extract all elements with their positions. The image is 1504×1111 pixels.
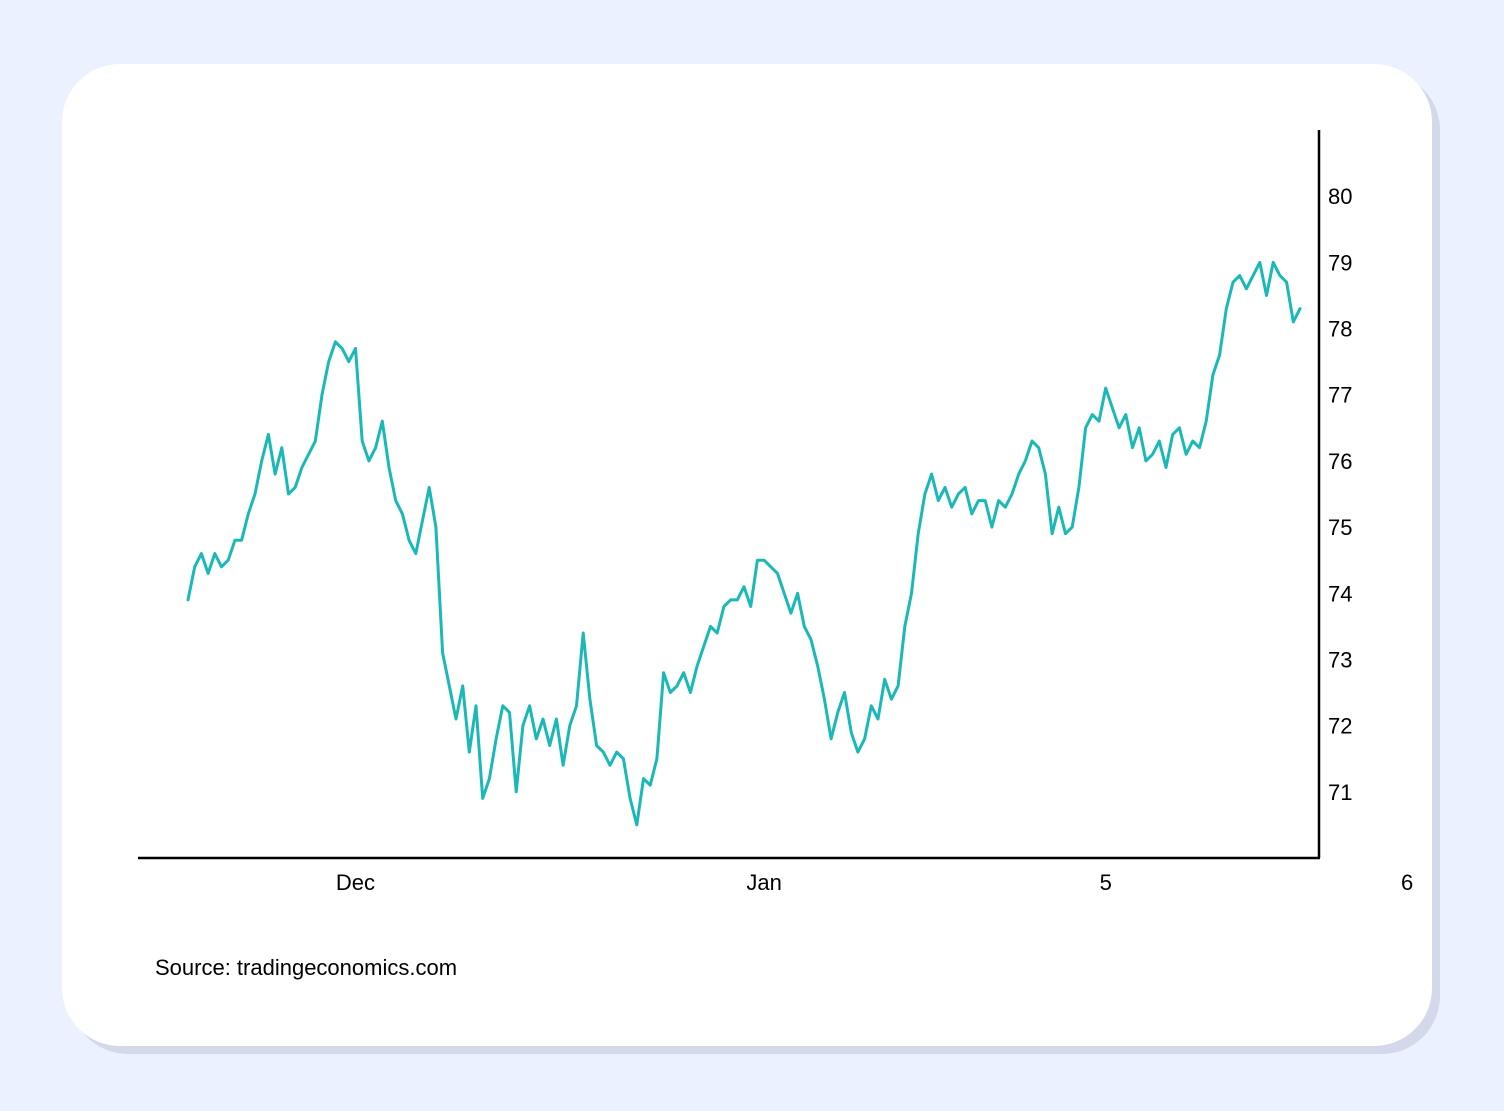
x-tick-label: 6 (1401, 870, 1413, 895)
series-line (186, 260, 1302, 827)
x-axis-ticks: Dec Jan 5 6 (336, 870, 1413, 895)
y-tick-label: 75 (1328, 515, 1352, 540)
x-tick-label: 5 (1100, 870, 1112, 895)
y-axis-ticks: 71 72 73 74 75 76 77 78 79 80 (1328, 184, 1352, 805)
y-tick-label: 80 (1328, 184, 1352, 209)
source-note: Source: tradingeconomics.com (155, 955, 458, 980)
chart-card (62, 64, 1432, 1046)
y-tick-label: 74 (1328, 581, 1352, 606)
y-tick-label: 76 (1328, 449, 1352, 474)
y-tick-label: 72 (1328, 714, 1352, 739)
y-tick-label: 79 (1328, 250, 1352, 275)
y-tick-label: 77 (1328, 383, 1352, 408)
x-tick-label: Jan (746, 870, 781, 895)
y-tick-label: 78 (1328, 317, 1352, 342)
x-tick-label: Dec (336, 870, 375, 895)
y-tick-label: 73 (1328, 647, 1352, 672)
y-tick-label: 71 (1328, 780, 1352, 805)
